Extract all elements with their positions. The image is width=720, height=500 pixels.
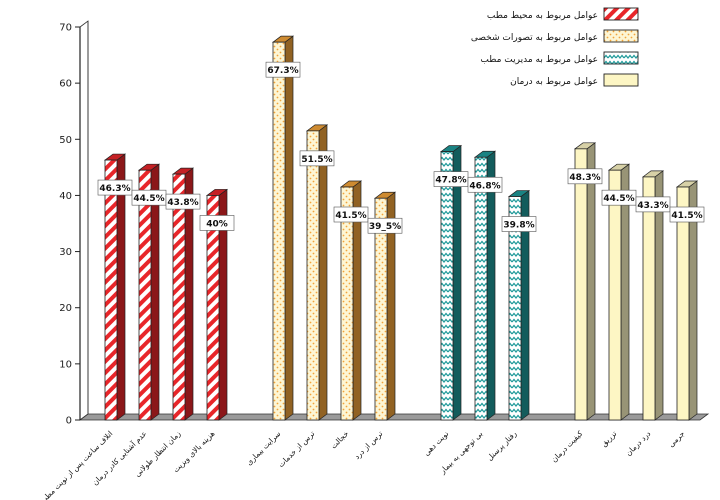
data-label: 41.5% (335, 211, 366, 221)
legend-swatch (603, 29, 639, 43)
bar (206, 195, 220, 421)
data-label-box (635, 196, 671, 213)
category-label: کیفیت درمان (549, 429, 584, 464)
y-tick-label: 20 (59, 303, 72, 314)
bar (104, 159, 118, 421)
bars-group (103, 35, 699, 421)
floor-plane (78, 413, 710, 421)
category-label: خجالت (329, 429, 351, 451)
data-label-box (97, 179, 133, 196)
category-label: اتلاف ساعت پس از نوبت مطب (38, 429, 114, 500)
bar (138, 169, 152, 421)
data-label-box (199, 215, 235, 231)
category-label: عدم آشنایی کادر درمان (90, 428, 149, 487)
data-label: 48.3% (569, 173, 600, 183)
legend-label: عوامل مربوط به مدیریت مطب (480, 55, 598, 65)
category-label: درد درمان (624, 429, 653, 458)
bar-side (586, 142, 596, 421)
data-label-box (299, 150, 335, 167)
data-label: 41.5% (671, 211, 702, 221)
legend-label: عوامل مربوط به درمان (510, 77, 598, 87)
data-label-box (265, 61, 301, 78)
bar (608, 169, 622, 421)
legend-swatch (603, 51, 639, 65)
data-label: 47.8% (435, 176, 466, 186)
data-label: 46.3% (99, 184, 130, 194)
category-label: ترس از درد (352, 429, 384, 461)
data-label-box (467, 176, 503, 193)
y-tick-label: 70 (59, 23, 72, 34)
data-label: 40% (206, 219, 228, 229)
bar (340, 186, 354, 421)
y-axis: 0 10 20 30 40 50 60 70 (59, 23, 81, 427)
y-tick-label: 10 (59, 359, 72, 370)
legend-label: عوامل مربوط به تصورات شخصی (471, 33, 598, 43)
bar (508, 196, 522, 421)
bar (642, 176, 656, 421)
bar (440, 151, 454, 421)
data-label: 39_5% (369, 222, 401, 232)
data-label: 67.3% (267, 66, 298, 76)
data-labels-group: 46.3%44.5% 43.8%40%67.3%51.5%41.5%39_5%47… (97, 61, 705, 234)
y-tick-label: 50 (59, 135, 72, 146)
bar (306, 130, 320, 421)
data-label-box (567, 168, 603, 185)
data-label-box (669, 206, 705, 223)
data-label: 43.3% (637, 201, 668, 211)
category-label: جرمی (667, 429, 687, 449)
data-label: 51.5% (301, 155, 332, 165)
y-tick-label: 0 (66, 416, 72, 427)
bar (574, 148, 588, 421)
bar (374, 197, 388, 421)
chart-floor (78, 20, 710, 421)
category-label: نوبت دهی (422, 429, 451, 458)
data-label: 44.5% (133, 194, 164, 204)
data-label: 39.8% (503, 221, 534, 231)
data-label-box (333, 206, 369, 223)
legend-swatch (603, 73, 639, 87)
legend-swatch (603, 7, 639, 21)
category-label: ترس از خدمات (276, 429, 316, 469)
side-wall (79, 20, 89, 421)
bar (474, 156, 488, 421)
legend: عوامل مربوط به محیط مطب عوامل مربوط به تص… (471, 7, 639, 87)
y-tick-label: 40 (59, 191, 72, 202)
bar (272, 41, 286, 421)
data-label: 43.8% (167, 198, 198, 208)
data-label-box (367, 217, 403, 234)
category-label: رفتار پرسنل (485, 429, 519, 463)
category-label: تزریق (599, 429, 618, 448)
bar-side (318, 124, 328, 421)
legend-label: عوامل مربوط به محیط مطب (487, 11, 598, 21)
data-label: 46.8% (469, 181, 500, 191)
data-label-box (165, 193, 201, 210)
data-label-box (501, 216, 537, 232)
data-label: 44.5% (603, 194, 634, 204)
bar (676, 186, 690, 421)
y-tick-label: 30 (59, 247, 72, 258)
y-tick-label: 60 (59, 79, 72, 90)
bar (172, 173, 186, 421)
bar-side (284, 35, 294, 421)
